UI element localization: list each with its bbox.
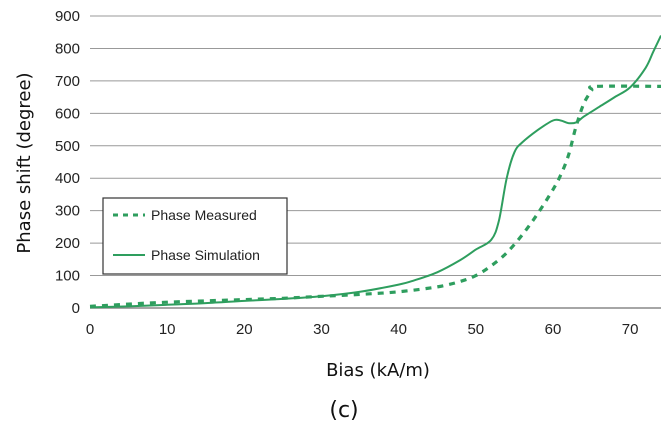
x-tick-50: 50: [467, 321, 484, 338]
y-tick-300: 300: [55, 203, 80, 220]
legend-label-measured: Phase Measured: [151, 207, 257, 223]
x-tick-70: 70: [622, 321, 639, 338]
y-tick-900: 900: [55, 8, 80, 25]
x-tick-10: 10: [159, 321, 176, 338]
x-axis-label: Bias (kA/m): [326, 360, 430, 381]
series-lines: [89, 35, 661, 309]
y-tick-0: 0: [72, 300, 80, 317]
x-tick-60: 60: [545, 321, 562, 338]
y-tick-500: 500: [55, 138, 80, 155]
legend-label-simulation: Phase Simulation: [151, 247, 260, 263]
x-tick-40: 40: [390, 321, 407, 338]
x-tick-0: 0: [86, 321, 94, 338]
y-tick-700: 700: [55, 73, 80, 90]
x-tick-30: 30: [313, 321, 330, 338]
y-axis-label: Phase shift (degree): [14, 72, 35, 253]
legend: Phase Measured Phase Simulation: [102, 197, 288, 275]
figure-caption: (c): [329, 398, 358, 423]
y-tick-labels: 0 100 200 300 400 500 600 700 800 900: [55, 8, 80, 317]
y-tick-600: 600: [55, 105, 80, 122]
series-line-phase-simulation: [89, 35, 661, 309]
y-tick-400: 400: [55, 170, 80, 187]
x-tick-labels: 0 10 20 30 40 50 60 70: [86, 321, 639, 338]
y-tick-800: 800: [55, 40, 80, 57]
y-tick-100: 100: [55, 268, 80, 285]
legend-box: [102, 197, 288, 275]
x-tick-20: 20: [236, 321, 253, 338]
y-tick-200: 200: [55, 235, 80, 252]
